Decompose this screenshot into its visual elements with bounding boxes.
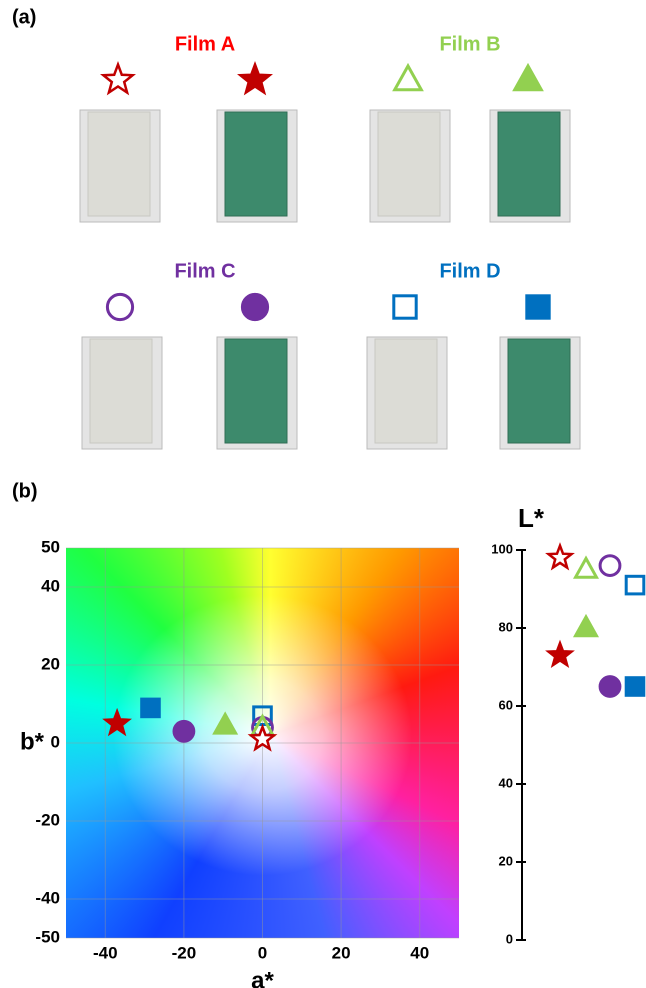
x-tick-label: -40 — [93, 943, 118, 962]
y-tick-label: 40 — [41, 576, 60, 595]
star-marker — [549, 546, 572, 568]
y-tick-label: 80 — [499, 619, 513, 634]
x-tick-label: 0 — [258, 943, 267, 962]
x-axis-label: a* — [251, 967, 274, 988]
film-sample — [498, 112, 560, 216]
y-axis-label: b* — [20, 728, 45, 755]
x-tick-label: -20 — [172, 943, 197, 962]
y-tick-label: -40 — [35, 888, 60, 907]
film-title: Film A — [175, 33, 235, 55]
triangle-marker — [576, 559, 597, 578]
film-sample — [378, 112, 440, 216]
y-tick-label: 20 — [499, 853, 513, 868]
y-tick-label: 40 — [499, 775, 513, 790]
y-tick-label: 50 — [41, 537, 60, 556]
square-marker — [527, 296, 549, 318]
y-tick-label: -20 — [35, 810, 60, 829]
square-marker — [142, 699, 160, 717]
y-tick-label: 0 — [506, 931, 513, 946]
y-tick-label: 20 — [41, 654, 60, 673]
figure: (a) (b) Film A Film B Film C Film D -40 -20 0 2… — [0, 0, 646, 988]
y-tick-label: 100 — [491, 541, 513, 556]
square-marker — [394, 296, 416, 318]
film-sample — [508, 339, 570, 443]
triangle-marker — [515, 66, 542, 90]
film-sample — [88, 112, 150, 216]
film-sample — [90, 339, 152, 443]
film-title: Film B — [439, 33, 500, 55]
y-tick-label: -50 — [35, 927, 60, 946]
square-marker — [626, 576, 644, 594]
circle-marker — [242, 294, 267, 319]
y-tick-label: 0 — [51, 732, 60, 751]
x-tick-label: 40 — [410, 943, 429, 962]
star-marker — [103, 65, 132, 93]
triangle-marker — [215, 714, 236, 733]
star-marker — [106, 711, 129, 733]
film-title: Film D — [439, 260, 500, 282]
y-axis-label: L* — [518, 503, 545, 533]
film-sample — [225, 339, 287, 443]
circle-marker — [174, 721, 194, 741]
triangle-marker — [395, 66, 422, 90]
triangle-marker — [576, 617, 597, 636]
circle-marker — [600, 556, 620, 576]
circle-marker — [107, 294, 132, 319]
panel-label: (a) — [12, 6, 36, 28]
page: {"panel_a": {"label": "(a)", "films": [ … — [0, 0, 646, 988]
film-sample — [375, 339, 437, 443]
square-marker — [626, 678, 644, 696]
x-tick-label: 20 — [332, 943, 351, 962]
y-tick-label: 60 — [499, 697, 513, 712]
film-sample — [225, 112, 287, 216]
panel-label: (b) — [12, 480, 38, 502]
circle-marker — [600, 677, 620, 697]
film-title: Film C — [174, 260, 235, 282]
star-marker — [549, 643, 572, 665]
star-marker — [240, 65, 269, 93]
